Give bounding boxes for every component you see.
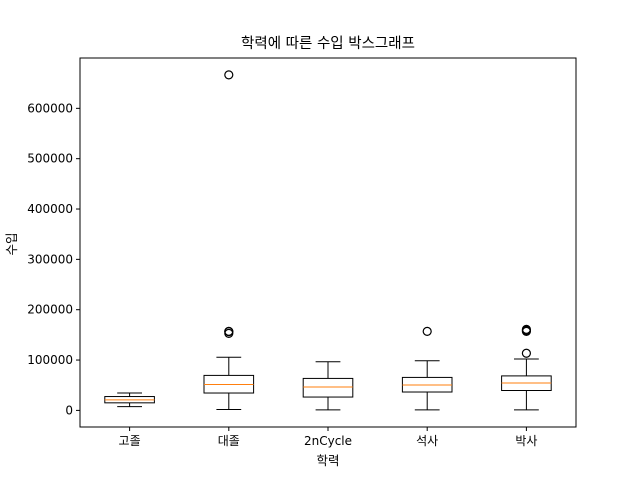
plot-frame <box>79 57 577 428</box>
y-tick-label: 500000 <box>27 152 73 166</box>
y-tick-label: 300000 <box>27 252 73 266</box>
y-tick-label: 100000 <box>27 353 73 367</box>
plot-area: 0 100000 200000 300000 400000 500000 600000 고졸 대… <box>27 57 577 448</box>
x-tick-label: 2nCycle <box>304 434 352 448</box>
outlier-point <box>422 326 432 336</box>
outlier-point <box>521 348 532 358</box>
outlier-point <box>224 326 234 336</box>
outlier-point <box>224 70 234 80</box>
box <box>302 377 354 398</box>
x-tick-label: 석사 <box>416 434 438 448</box>
y-tick-label: 400000 <box>27 202 73 216</box>
x-tick-label: 박사 <box>515 434 537 448</box>
x-tick-label: 대졸 <box>218 434 240 448</box>
y-tick-label: 200000 <box>27 303 73 317</box>
y-tick-label: 600000 <box>27 101 73 115</box>
y-tick-label: 0 <box>65 403 73 417</box>
chart-title: 학력에 따른 수입 박스그래프 <box>241 35 415 52</box>
x-axis-label: 학력 <box>316 453 339 468</box>
y-axis-label: 수입 <box>4 232 19 255</box>
x-tick-label: 고졸 <box>119 434 141 448</box>
outlier-point <box>521 324 532 334</box>
